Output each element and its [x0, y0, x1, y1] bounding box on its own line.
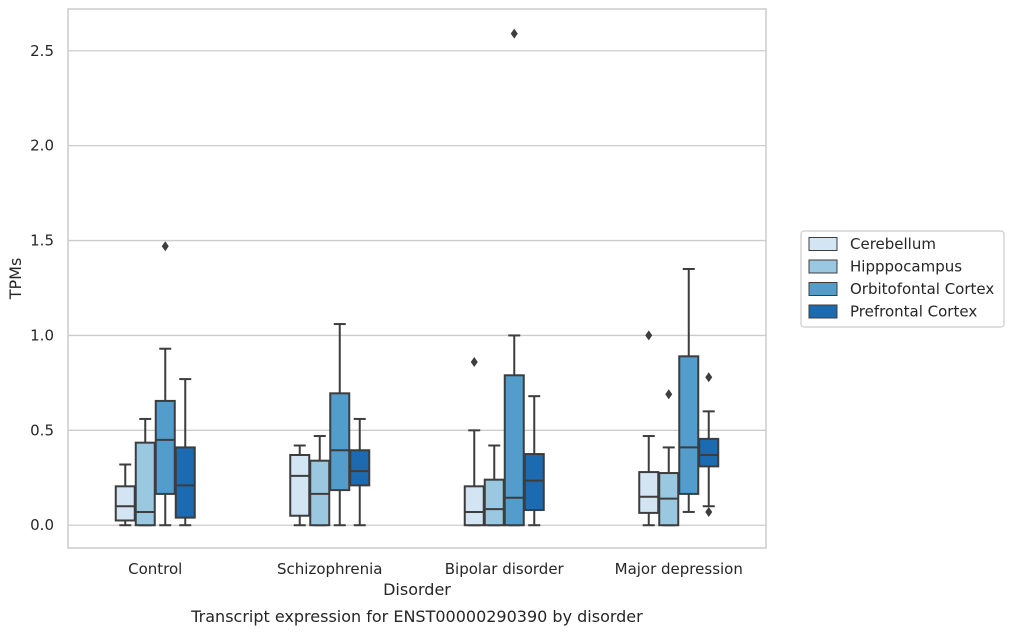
- iqr-box: [174, 446, 196, 519]
- legend-swatch: [808, 237, 838, 251]
- box-2-3: [523, 395, 545, 527]
- y-tick-label: 0.5: [30, 421, 54, 439]
- box-0-3: [174, 378, 196, 527]
- box-3-3: [698, 372, 720, 517]
- y-tick-label: 2.5: [30, 42, 54, 60]
- chart-caption: Transcript expression for ENST0000029039…: [190, 607, 643, 626]
- outlier-point: [705, 506, 713, 517]
- iqr-box: [329, 392, 351, 492]
- x-tick-label: Schizophrenia: [277, 560, 382, 578]
- legend-label: Cerebellum: [850, 235, 936, 253]
- legend-frame: [800, 230, 1005, 328]
- iqr-box: [698, 437, 720, 468]
- iqr-box: [289, 454, 311, 517]
- box-2-1: [483, 444, 505, 527]
- box-3-2: [678, 268, 700, 513]
- x-tick-label: Bipolar disorder: [445, 560, 565, 578]
- iqr-box: [523, 453, 545, 512]
- iqr-box: [349, 449, 371, 487]
- iqr-box: [154, 399, 176, 495]
- box-2-0: [463, 357, 485, 527]
- legend-swatch: [808, 259, 838, 274]
- x-axis-label: Disorder: [383, 580, 451, 599]
- box-1-3: [349, 417, 371, 527]
- outlier-point: [510, 28, 518, 39]
- plot-frame: [67, 8, 767, 549]
- iqr-box: [483, 478, 505, 527]
- box-0-2: [154, 241, 176, 527]
- outlier-point: [645, 330, 653, 341]
- box-1-0: [289, 444, 311, 527]
- box-0-0: [114, 463, 136, 527]
- legend-label: Prefrontal Cortex: [850, 303, 977, 321]
- legend-label: Orbitofontal Cortex: [850, 280, 994, 298]
- y-tick-labels: 0.0 0.5 1.0 1.5 2.0 2.5: [30, 42, 54, 534]
- iqr-box: [463, 485, 485, 527]
- outlier-point: [705, 372, 713, 383]
- y-tick-label: 1.5: [30, 232, 54, 250]
- legend-swatch: [808, 304, 838, 319]
- y-tick-label: 2.0: [30, 137, 54, 155]
- iqr-box: [638, 471, 660, 514]
- outlier-point: [161, 241, 169, 252]
- box-1-1: [309, 435, 331, 527]
- outlier-point: [470, 357, 478, 368]
- iqr-box: [114, 485, 136, 522]
- legend: Cerebellum Hipppocampus Orbitofontal Corte…: [800, 230, 1005, 328]
- box-3-0: [638, 330, 660, 527]
- y-axis-label: TPMs: [6, 258, 25, 301]
- x-tick-label: Control: [128, 560, 182, 578]
- x-tick-label: Major depression: [615, 560, 743, 578]
- box-0-1: [134, 417, 156, 527]
- box-2-2: [503, 28, 525, 527]
- box-1-2: [329, 323, 351, 527]
- box-3-1: [658, 389, 680, 527]
- legend-label: Hipppocampus: [850, 258, 962, 276]
- outlier-point: [665, 389, 673, 400]
- legend-swatch: [808, 282, 838, 296]
- x-tick-labels: Control Schizophrenia Bipolar disorder Majo…: [128, 560, 743, 578]
- iqr-box: [678, 355, 700, 495]
- y-tick-label: 0.0: [30, 516, 54, 534]
- iqr-box: [503, 374, 525, 527]
- boxes: [114, 28, 720, 527]
- y-tick-label: 1.0: [30, 326, 54, 344]
